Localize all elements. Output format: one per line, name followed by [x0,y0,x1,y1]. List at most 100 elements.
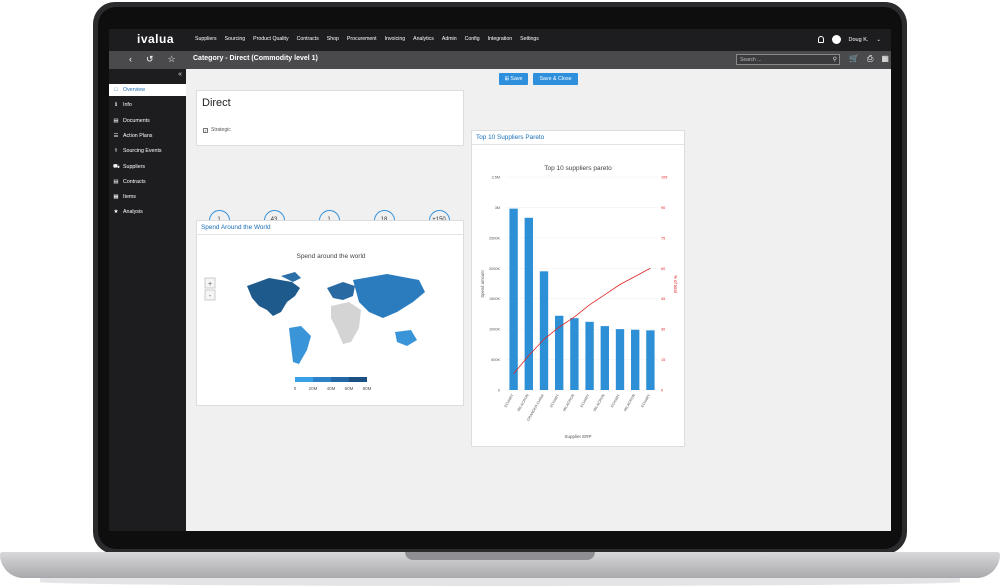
zoom-in-button[interactable] [204,277,216,289]
user-area: Doug K. ⌄ [817,35,881,44]
sidebar-item-analysis[interactable]: ★ Analysis [109,206,186,218]
pareto-bar [615,329,625,390]
collapse-sidebar-icon[interactable]: « [178,71,182,78]
search-icon[interactable]: ⚲ [832,57,837,63]
x-tick-label: GRANGER CHINA [526,393,545,422]
cart-icon[interactable]: 🛒 [849,54,859,63]
sidebar-icon: ▦ [113,194,119,201]
sidebar-item-sourcing-events[interactable]: ⚕ Sourcing Events [109,145,186,157]
menu-item-suppliers[interactable]: Suppliers [195,36,217,42]
ivalua-logo[interactable]: ivalua [137,32,175,46]
y2-tick-label: 90 [661,206,665,210]
map-card-title: Spend Around the World [197,221,463,235]
menu-item-admin[interactable]: Admin [441,36,457,42]
chevron-down-icon[interactable]: ⌄ [876,36,881,43]
grid-menu-icon[interactable]: ▦ [881,54,889,63]
search-input[interactable]: Search ... ⚲ [736,54,840,65]
save-button[interactable]: ⊞ Save [499,73,528,85]
x-tick-label: MILACRON [562,393,575,412]
south-america-region[interactable] [289,326,311,364]
map-legend-tick: 40M [327,386,336,391]
zoom-out-label: - [209,293,212,300]
page-title: Category - Direct (Commodity level 1) [193,55,318,62]
menu-item-product-quality[interactable]: Product Quality [253,36,289,42]
strategic-checkbox[interactable]: ✓ Strategic [203,127,231,133]
bell-icon[interactable] [817,36,824,43]
checkbox-icon[interactable]: ✓ [203,127,208,133]
sidebar-item-label: Items [123,194,136,201]
asia-region[interactable] [353,274,425,318]
y-tick-label: 0 [498,389,500,393]
x-tick-label: ECHART [504,393,515,408]
sidebar-item-documents[interactable]: ▤ Documents [109,115,186,127]
menu-item-shop[interactable]: Shop [326,36,339,42]
menu-item-integration[interactable]: Integration [487,36,513,42]
map-legend-tick: 20M [309,386,318,391]
menu-item-settings[interactable]: Settings [520,36,539,42]
search-placeholder: Search ... [740,57,762,63]
x-tick-label: MILACRON [593,393,606,412]
north-america-region[interactable] [247,278,300,316]
map-chart-title: Spend around the world [296,253,365,260]
x-tick-label: ECHART [549,393,560,408]
sidebar-icon: □ [114,87,118,93]
menu-item-config[interactable]: Config [464,36,480,42]
legend-swatch-1 [295,377,313,382]
print-icon[interactable]: ⎙ [866,54,874,63]
sidebar-item-label: Suppliers [123,163,146,170]
spend-map-card: Spend Around the World Spend around the … [196,220,464,406]
menu-item-invoicing[interactable]: Invoicing [384,36,406,42]
legend-swatch-2 [313,377,331,382]
zoom-out-button[interactable] [204,289,216,301]
laptop-notch [405,552,595,560]
sidebar-item-overview[interactable]: □ Overview [109,84,186,96]
main-content: ⊞ Save Save & Close Direct ✓ Strategic 1… [186,69,891,531]
australia-region[interactable] [395,330,417,346]
menu-item-sourcing[interactable]: Sourcing [224,36,246,42]
menu-item-analytics[interactable]: Analytics [413,36,434,42]
sidebar-item-label: Documents [123,117,150,124]
sidebar-item-contracts[interactable]: ▤ Contracts [109,176,186,188]
pareto-card-title: Top 10 Suppliers Pareto [472,131,684,145]
pareto-bar [585,321,594,390]
save-close-button[interactable]: Save & Close [533,73,578,85]
y2-tick-label: 0 [661,389,663,393]
y-tick-label: 2500K [489,236,500,240]
sidebar-item-info[interactable]: ℹ Info [109,99,186,111]
y2-tick-label: 45 [661,297,665,301]
sidebar-item-suppliers[interactable]: ⛟ Suppliers [109,161,186,173]
menu-item-procurement[interactable]: Procurement [346,36,377,42]
world-map-chart: Spend around the world + - 0 20M 40M 60M 80M [204,253,425,391]
y2-tick-label: 30 [661,328,665,332]
category-name: Direct [202,97,231,109]
pareto-bar [509,208,518,390]
pareto-bar [631,329,640,390]
africa-region[interactable] [331,302,361,344]
main-menu: Suppliers Sourcing Product Quality Contract… [195,36,547,42]
sidebar-icon: ⛟ [113,163,120,170]
sidebar-item-label: Overview [123,87,146,93]
strategic-label: Strategic [211,127,231,133]
sidebar: « □ Overview ℹ Info ▤ Documents ☰ Action Plans ⚕… [109,69,186,531]
pareto-bar [600,326,609,390]
map-legend-tick: 0 [294,386,297,391]
history-icon[interactable]: ↺ [146,54,154,64]
sidebar-item-action-plans[interactable]: ☰ Action Plans [109,130,186,142]
europe-region[interactable] [327,282,355,300]
sidebar-item-items[interactable]: ▦ Items [109,191,186,203]
pareto-chart: Top 10 suppliers pareto 0 500K 1000K 1500K 20… [480,165,678,439]
y-tick-label: 3.5M [492,176,500,180]
avatar[interactable] [831,35,841,44]
y2-tick-label: 15 [661,358,665,362]
menu-item-contracts[interactable]: Contracts [296,36,319,42]
x-tick-label: ECHART [610,393,621,408]
back-icon[interactable]: ‹ [129,54,132,64]
user-name[interactable]: Doug K. [848,36,869,43]
sidebar-item-label: Sourcing Events [123,148,162,155]
star-icon[interactable]: ☆ [167,54,176,64]
sidebar-item-label: Action Plans [123,132,153,139]
greenland-region[interactable] [281,272,301,282]
y-tick-label: 1000K [489,328,500,332]
app-screen: ivalua Suppliers Sourcing Product Quality C… [109,29,891,531]
y2-tick-label: 60 [661,267,665,271]
